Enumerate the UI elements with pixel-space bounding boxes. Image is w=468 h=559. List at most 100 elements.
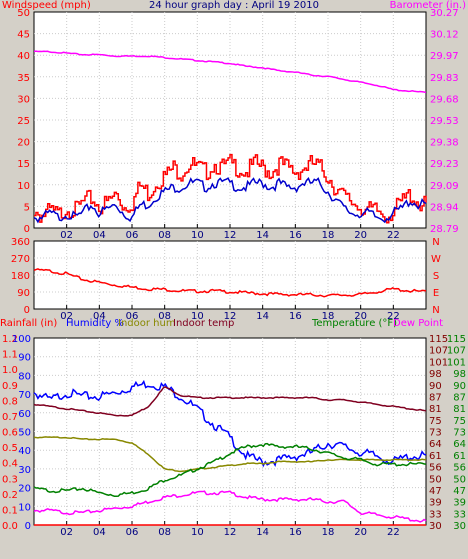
dewpoint-tick-label: 64 bbox=[453, 439, 466, 450]
direction-tick-label: 180 bbox=[11, 271, 30, 282]
x-tick-label-direction: 02 bbox=[60, 311, 73, 322]
legend-rainfall: Rainfall (in) bbox=[0, 318, 58, 329]
compass-tick-label: N bbox=[432, 305, 439, 316]
temperature-tick-label: 64 bbox=[429, 439, 442, 450]
series-line-wind-gust bbox=[34, 153, 427, 224]
x-tick-label-direction: 10 bbox=[191, 311, 204, 322]
direction-tick-label: 90 bbox=[17, 288, 30, 299]
temperature-tick-label: 73 bbox=[429, 428, 442, 439]
barometer-axis-label: Barometer (in.) bbox=[389, 0, 466, 11]
temperature-tick-label: 115 bbox=[429, 334, 448, 345]
temperature-tick-label: 47 bbox=[429, 486, 442, 497]
x-tick-label-temperature: 16 bbox=[289, 527, 302, 538]
legend-indoor-temp: Indoor temp bbox=[173, 318, 235, 329]
dewpoint-tick-label: 115 bbox=[447, 334, 466, 345]
rain-tick-label: 0.9 bbox=[2, 381, 18, 392]
temperature-tick-label: 61 bbox=[429, 451, 442, 462]
dewpoint-tick-label: 87 bbox=[453, 392, 466, 403]
temperature-tick-label: 98 bbox=[429, 369, 442, 380]
x-tick-label-temperature: 04 bbox=[93, 527, 106, 538]
x-tick-label-wind: 22 bbox=[387, 230, 400, 241]
windspeed-tick-label: 40 bbox=[17, 51, 30, 62]
dewpoint-tick-label: 61 bbox=[453, 451, 466, 462]
barometer-tick-label: 29.97 bbox=[430, 51, 459, 62]
rain-tick-label: 1.1 bbox=[2, 350, 18, 361]
rain-tick-label: 0.8 bbox=[2, 396, 18, 407]
barometer-tick-label: 30.12 bbox=[430, 30, 459, 41]
barometer-tick-label: 29.23 bbox=[430, 159, 459, 170]
legend-dew-point: Dew Point bbox=[393, 318, 444, 329]
windspeed-tick-label: 50 bbox=[17, 8, 30, 19]
x-tick-label-wind: 06 bbox=[126, 230, 139, 241]
dewpoint-tick-label: 90 bbox=[453, 381, 466, 392]
humidity-tick-label: 90 bbox=[18, 353, 31, 364]
temperature-tick-label: 107 bbox=[429, 346, 448, 357]
series-layer bbox=[33, 50, 427, 526]
temperature-tick-label: 90 bbox=[429, 381, 442, 392]
dewpoint-tick-label: 98 bbox=[453, 369, 466, 380]
x-tick-label-direction: 20 bbox=[354, 311, 367, 322]
humidity-tick-label: 70 bbox=[18, 390, 31, 401]
x-tick-label-wind: 04 bbox=[93, 230, 106, 241]
series-line-wind-speed bbox=[33, 176, 427, 224]
x-tick-label-direction: 18 bbox=[322, 311, 335, 322]
direction-tick-label: 360 bbox=[11, 237, 30, 248]
x-tick-label-temperature: 10 bbox=[191, 527, 204, 538]
dewpoint-tick-label: 75 bbox=[453, 416, 466, 427]
windspeed-axis-label: Windspeed (mph) bbox=[2, 0, 91, 11]
rain-tick-label: 0.3 bbox=[2, 474, 18, 485]
x-tick-label-direction: 16 bbox=[289, 311, 302, 322]
barometer-tick-label: 28.94 bbox=[430, 202, 459, 213]
windspeed-tick-label: 20 bbox=[17, 138, 30, 149]
x-tick-label-direction: 14 bbox=[256, 311, 269, 322]
series-line-indoor-temp bbox=[33, 386, 427, 417]
windspeed-tick-label: 0 bbox=[24, 224, 30, 235]
series-line-temperature-f- bbox=[33, 442, 427, 498]
x-tick-label-temperature: 18 bbox=[322, 527, 335, 538]
dewpoint-tick-label: 50 bbox=[453, 474, 466, 485]
compass-tick-label: N bbox=[432, 237, 439, 248]
dewpoint-tick-label: 56 bbox=[453, 463, 466, 474]
x-tick-label-temperature: 08 bbox=[158, 527, 171, 538]
chart-title: 24 hour graph day : April 19 2010 bbox=[149, 0, 319, 11]
rain-tick-label: 0.6 bbox=[2, 428, 18, 439]
humidity-tick-label: 100 bbox=[12, 334, 31, 345]
windspeed-tick-label: 35 bbox=[17, 73, 30, 84]
rain-tick-label: 0.2 bbox=[2, 490, 18, 501]
windspeed-tick-label: 10 bbox=[17, 181, 30, 192]
axis-labels-layer: 0 5 10 15 20 25 30 35 40 45 50 28.79 28.94 29.09 29.23… bbox=[2, 8, 466, 538]
temperature-tick-label: 75 bbox=[429, 416, 442, 427]
x-tick-label-direction: 06 bbox=[126, 311, 139, 322]
x-tick-label-temperature: 02 bbox=[60, 527, 73, 538]
x-tick-label-wind: 12 bbox=[224, 230, 237, 241]
series-line-humidity- bbox=[33, 379, 427, 468]
rain-tick-label: 0.7 bbox=[2, 412, 18, 423]
series-line-wind-direction bbox=[33, 268, 427, 298]
x-tick-label-temperature: 22 bbox=[387, 527, 400, 538]
temperature-tick-label: 39 bbox=[429, 498, 442, 509]
x-tick-label-temperature: 20 bbox=[354, 527, 367, 538]
temperature-tick-label: 87 bbox=[429, 392, 442, 403]
temperature-tick-label: 101 bbox=[429, 357, 448, 368]
barometer-tick-label: 29.83 bbox=[430, 73, 459, 84]
compass-tick-label: S bbox=[433, 271, 439, 282]
dewpoint-tick-label: 101 bbox=[447, 357, 466, 368]
humidity-tick-label: 10 bbox=[18, 502, 31, 513]
x-tick-label-wind: 20 bbox=[354, 230, 367, 241]
dewpoint-tick-label: 39 bbox=[453, 498, 466, 509]
x-tick-label-wind: 16 bbox=[289, 230, 302, 241]
rain-tick-label: 0.5 bbox=[2, 443, 18, 454]
series-line-dew-point bbox=[33, 490, 427, 523]
humidity-tick-label: 0 bbox=[25, 521, 31, 532]
x-tick-label-wind: 08 bbox=[158, 230, 171, 241]
barometer-tick-label: 29.09 bbox=[430, 181, 459, 192]
humidity-tick-label: 60 bbox=[18, 409, 31, 420]
humidity-tick-label: 40 bbox=[18, 446, 31, 457]
dewpoint-tick-label: 30 bbox=[453, 521, 466, 532]
humidity-tick-label: 30 bbox=[18, 465, 31, 476]
compass-tick-label: E bbox=[433, 288, 439, 299]
x-tick-label-direction: 08 bbox=[158, 311, 171, 322]
x-tick-label-wind: 18 bbox=[322, 230, 335, 241]
